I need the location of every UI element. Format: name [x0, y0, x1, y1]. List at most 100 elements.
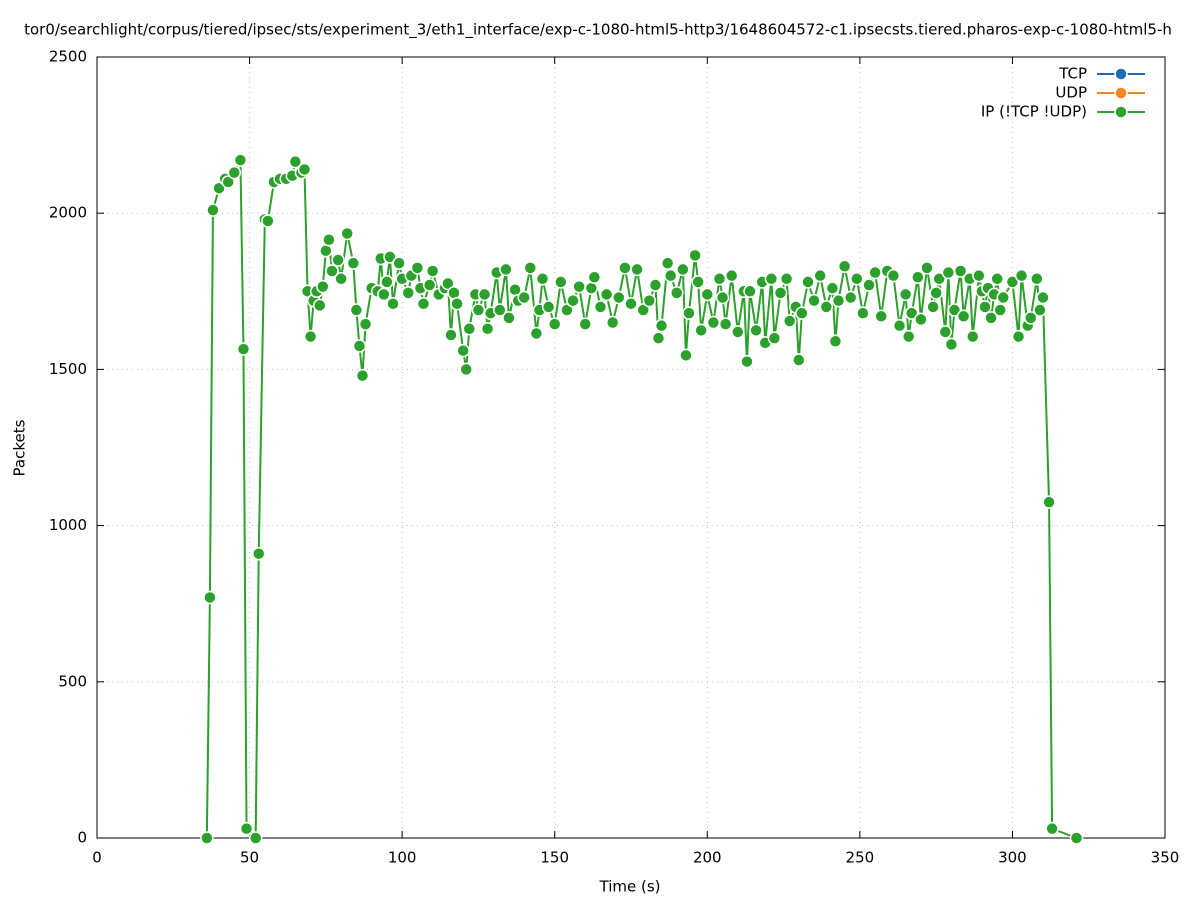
point: [547, 317, 562, 331]
point: [874, 309, 888, 324]
point: [679, 348, 693, 363]
point: [740, 354, 754, 369]
point: [782, 314, 797, 328]
point: [670, 286, 684, 300]
point: [313, 298, 327, 313]
point: [993, 303, 1007, 317]
point: [599, 287, 614, 302]
point: [660, 256, 675, 270]
point: [352, 339, 367, 353]
y-tick-label: 1000: [49, 516, 87, 534]
point: [499, 262, 513, 277]
point: [416, 297, 431, 311]
legend-label: UDP: [1055, 84, 1087, 102]
point: [346, 256, 361, 270]
point: [584, 281, 599, 295]
point: [694, 323, 708, 338]
point: [996, 290, 1011, 305]
point: [926, 300, 940, 314]
point: [920, 261, 934, 275]
point: [203, 590, 217, 605]
legend-marker: [1114, 86, 1128, 100]
x-tick-label: 50: [240, 849, 259, 867]
point: [456, 343, 470, 358]
point: [990, 272, 1004, 286]
point: [355, 368, 370, 383]
point: [541, 300, 556, 314]
x-tick-label: 300: [998, 849, 1027, 867]
point: [380, 275, 394, 289]
point: [331, 253, 345, 267]
point: [944, 337, 959, 352]
y-tick-label: 500: [58, 672, 87, 690]
point: [682, 306, 696, 320]
point: [422, 278, 437, 292]
point: [236, 342, 251, 356]
point: [831, 293, 846, 308]
point: [612, 290, 626, 305]
point: [1023, 311, 1038, 325]
point: [843, 290, 858, 305]
point: [325, 264, 339, 278]
point: [886, 268, 901, 283]
point: [410, 261, 425, 275]
point: [749, 323, 763, 338]
point: [914, 312, 928, 327]
point: [251, 546, 266, 561]
point: [984, 311, 998, 325]
point: [471, 303, 486, 317]
point: [898, 287, 913, 302]
point: [795, 306, 809, 320]
point: [444, 328, 458, 342]
point: [227, 165, 242, 180]
point: [956, 309, 971, 324]
point: [618, 261, 632, 275]
point: [892, 318, 907, 333]
point: [825, 281, 840, 295]
y-tick-label: 2000: [49, 204, 87, 222]
legend-marker: [1114, 67, 1128, 81]
point: [712, 272, 727, 286]
point: [517, 290, 531, 305]
point: [248, 831, 263, 845]
point: [605, 315, 620, 330]
point: [688, 248, 702, 263]
point: [972, 268, 986, 283]
point: [593, 300, 608, 314]
point: [1045, 821, 1059, 836]
point: [856, 306, 870, 320]
y-tick-label: 2500: [49, 48, 87, 66]
point: [587, 270, 602, 284]
point: [502, 311, 516, 325]
point: [560, 303, 574, 317]
x-tick-label: 350: [1151, 849, 1180, 867]
point: [377, 287, 391, 302]
point: [718, 317, 733, 331]
point: [654, 318, 669, 333]
point: [978, 300, 992, 314]
point: [642, 293, 657, 308]
point: [459, 362, 473, 377]
point: [529, 326, 544, 341]
point: [1005, 275, 1020, 289]
point: [1069, 831, 1084, 845]
point: [715, 290, 730, 305]
point: [624, 297, 638, 311]
point: [334, 272, 348, 286]
point: [319, 243, 333, 258]
point: [837, 259, 852, 274]
point: [450, 297, 464, 311]
point: [358, 317, 373, 331]
x-tick-label: 200: [693, 849, 722, 867]
point: [239, 821, 254, 836]
point: [801, 275, 815, 289]
point: [297, 162, 312, 177]
point: [807, 293, 821, 308]
point: [441, 276, 455, 291]
point: [233, 153, 248, 167]
point: [764, 272, 779, 286]
point: [868, 265, 882, 280]
point: [700, 287, 715, 302]
point: [663, 268, 678, 283]
